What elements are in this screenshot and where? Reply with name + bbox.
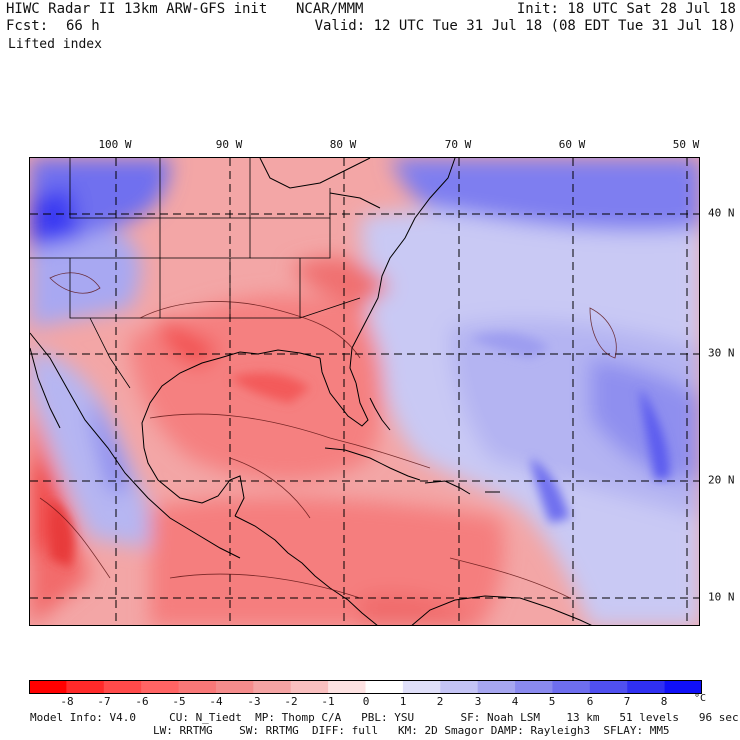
colorbar-tick: 3 — [474, 695, 482, 708]
colorbar-swatch — [66, 680, 105, 694]
map-canvas — [30, 158, 699, 625]
colorbar-swatch — [365, 680, 404, 694]
graticule — [30, 158, 699, 625]
colorbar-tick: 1 — [399, 695, 407, 708]
colorbar-swatch — [515, 680, 553, 694]
latitude-label: 30 N — [708, 346, 735, 360]
colorbar-tick: -4 — [209, 695, 223, 708]
colorbar-unit: °C — [694, 693, 707, 704]
colorbar-swatch — [328, 680, 366, 694]
model-info-line-2: LW: RRTMG SW: RRTMG DIFF: full KM: 2D Sm… — [153, 724, 670, 737]
colorbar-swatch — [215, 680, 254, 694]
latitude-label: 10 N — [708, 590, 735, 604]
latitude-label: 20 N — [708, 473, 735, 487]
colorbar-swatch — [552, 680, 591, 694]
colorbar — [29, 680, 702, 694]
colorbar-swatch — [178, 680, 217, 694]
colorbar-tick: 2 — [436, 695, 444, 708]
longitude-label: 60 W — [558, 138, 586, 151]
colorbar-tick: -5 — [172, 695, 186, 708]
longitude-label: 90 W — [215, 138, 243, 151]
colorbar-tick: -2 — [284, 695, 298, 708]
colorbar-tick: 5 — [548, 695, 556, 708]
colorbar-swatch — [29, 680, 67, 694]
state-borders — [30, 158, 361, 389]
colorbar-swatch — [253, 680, 292, 694]
colorbar-tick: 4 — [511, 695, 519, 708]
colorbar-swatch — [627, 680, 666, 694]
field-name: Lifted index — [8, 37, 102, 52]
latitude-label: 40 N — [708, 206, 735, 220]
colorbar-tick: 7 — [623, 695, 631, 708]
colorbar-tick: 0 — [362, 695, 370, 708]
model-title: HIWC Radar II 13km ARW-GFS init — [6, 1, 268, 17]
colorbar-tick: -6 — [135, 695, 149, 708]
colorbar-tick: -8 — [60, 695, 74, 708]
colorbar-tick: 8 — [660, 695, 668, 708]
longitude-label: 50 W — [672, 138, 700, 151]
field-detail — [50, 332, 670, 568]
colorbar-tick: -1 — [321, 695, 335, 708]
longitude-label: 70 W — [444, 138, 472, 151]
colorbar-swatch — [589, 680, 628, 694]
colorbar-swatch — [440, 680, 479, 694]
colorbar-tick: -3 — [247, 695, 261, 708]
longitude-label: 100 W — [98, 138, 132, 151]
forecast-label: Fcst: — [6, 18, 49, 34]
longitude-label: 80 W — [329, 138, 357, 151]
contours — [39, 272, 617, 599]
forecast-hour: 66 h — [66, 18, 100, 34]
colorbar-tick: 6 — [586, 695, 594, 708]
valid-time: Valid: 12 UTC Tue 31 Jul 18 (08 EDT Tue … — [314, 18, 736, 34]
coastlines — [30, 158, 592, 625]
model-info-line-1: Model Info: V4.0 CU: N_Tiedt MP: Thomp C… — [30, 711, 739, 724]
colorbar-swatch — [402, 680, 441, 694]
colorbar-swatch — [290, 680, 329, 694]
colorbar-swatch — [141, 680, 180, 694]
colorbar-tick: -7 — [97, 695, 111, 708]
colorbar-border — [29, 680, 702, 694]
colorbar-swatch — [103, 680, 142, 694]
colorbar-swatch — [477, 680, 516, 694]
init-time: Init: 18 UTC Sat 28 Jul 18 — [516, 1, 736, 17]
model-center: NCAR/MMM — [296, 1, 364, 17]
colorbar-swatch — [664, 680, 702, 694]
lifted-index-map — [29, 157, 700, 626]
